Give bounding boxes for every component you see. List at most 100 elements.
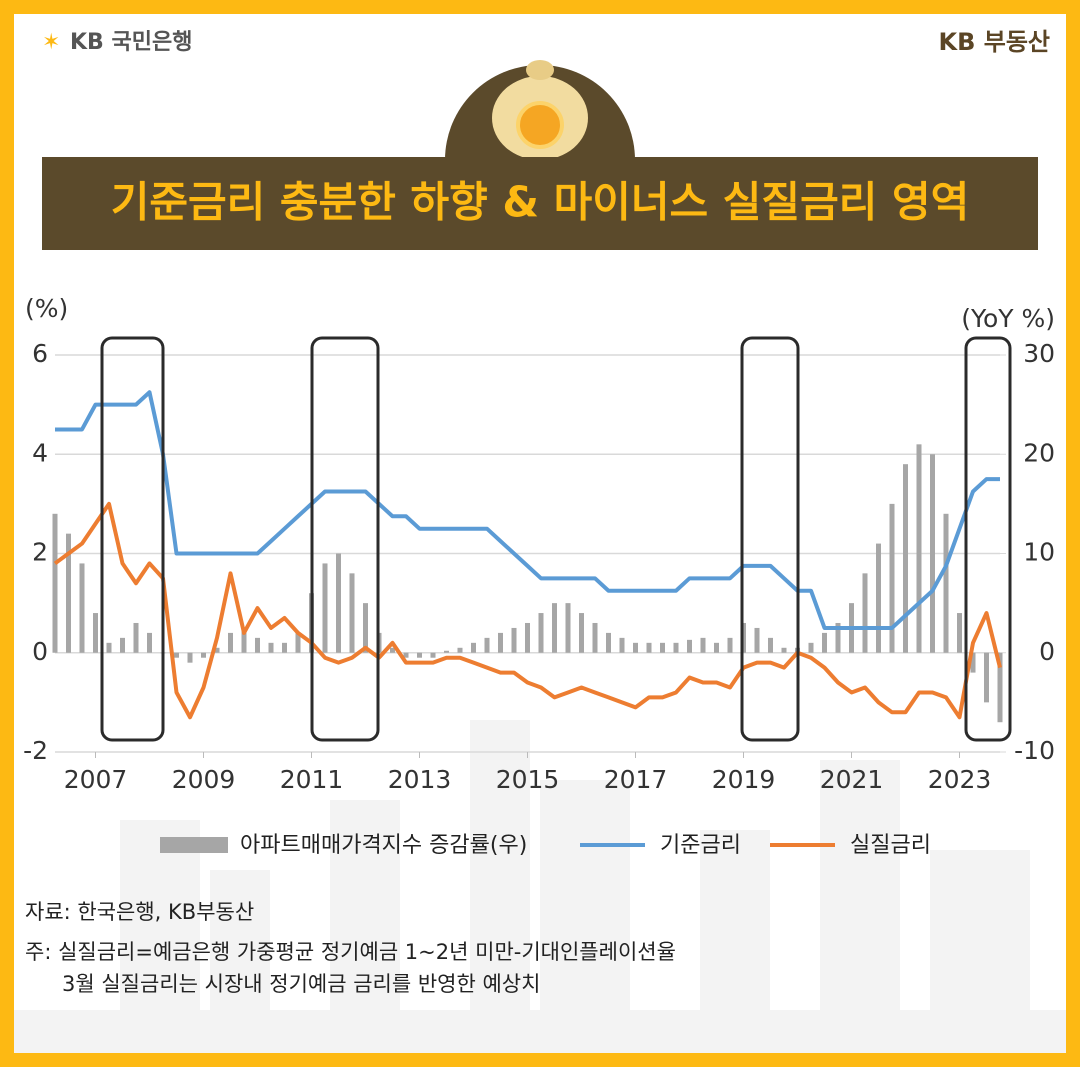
y-tick-label: 2	[32, 538, 48, 567]
bar	[147, 632, 152, 653]
y-axis-label: (%)	[25, 294, 68, 323]
right-logo: KB 부동산	[939, 28, 1051, 56]
bar	[538, 613, 544, 653]
logo-mark: ✶	[42, 30, 60, 55]
legend-label: 기준금리	[660, 833, 741, 858]
x-tick-label: 2021	[820, 765, 884, 794]
bar	[66, 533, 71, 653]
coin	[516, 101, 564, 149]
bar	[174, 652, 179, 658]
bar	[133, 622, 139, 653]
note: 3월 실질금리는 시장내 정기예금 금리를 반영한 예상치	[62, 972, 540, 996]
x-tick-label: 2009	[172, 765, 236, 794]
x-tick-label: 2013	[388, 765, 452, 794]
bar	[295, 632, 301, 653]
bar	[606, 632, 611, 653]
bar	[282, 642, 287, 653]
bar	[808, 642, 814, 653]
bar	[673, 642, 679, 653]
y-tick-label: 6	[32, 339, 48, 368]
y-tick-label: 4	[32, 438, 48, 467]
legend-swatch	[160, 837, 228, 853]
bar	[471, 642, 476, 653]
note: 주: 실질금리=예금은행 가중평균 정기예금 1~2년 미만-기대인플레이션율	[25, 940, 676, 964]
bar	[660, 642, 665, 653]
bar	[106, 642, 112, 653]
chart-title: 기준금리 충분한 하향 & 마이너스 실질금리 영역	[111, 178, 970, 227]
bar	[255, 637, 260, 653]
bar	[52, 513, 58, 653]
y2-tick-label: 30	[1023, 339, 1055, 368]
bar	[484, 637, 490, 653]
bar	[889, 503, 895, 653]
bar	[984, 652, 989, 703]
bar	[120, 637, 125, 653]
bar	[79, 563, 85, 653]
y2-tick-label: 20	[1023, 438, 1055, 467]
line	[55, 390, 1000, 630]
bar	[579, 613, 584, 653]
bar	[768, 637, 773, 653]
bag-knot	[526, 60, 554, 80]
bar	[727, 637, 733, 653]
x-tick-label: 2011	[280, 765, 344, 794]
bar	[430, 652, 436, 658]
bar	[403, 652, 409, 658]
bar	[214, 647, 220, 653]
x-tick-label: 2017	[604, 765, 668, 794]
bar	[201, 652, 206, 658]
bar	[943, 513, 949, 653]
x-tick-label: 2023	[928, 765, 992, 794]
bar	[781, 647, 787, 653]
bar	[876, 543, 881, 653]
bar	[916, 444, 922, 653]
bar	[592, 622, 598, 653]
bar	[646, 642, 652, 653]
bar	[457, 647, 463, 653]
title-banner	[42, 157, 1038, 250]
bar	[997, 652, 1003, 723]
bar	[417, 652, 422, 658]
bar	[363, 603, 368, 653]
y2-tick-label: 10	[1023, 538, 1055, 567]
left-logo: KB 국민은행	[70, 30, 192, 55]
plot	[52, 354, 1006, 758]
bar	[930, 454, 935, 653]
y2-tick-label: -10	[1014, 736, 1055, 765]
bar	[187, 652, 193, 663]
bar	[498, 632, 503, 653]
bar	[903, 464, 908, 653]
line	[53, 501, 1002, 720]
x-tick-label: 2015	[496, 765, 560, 794]
highlight-boxes	[100, 336, 1012, 742]
bar	[565, 603, 571, 653]
bar	[633, 642, 638, 653]
x-tick-label: 2007	[64, 765, 128, 794]
bar	[93, 613, 98, 653]
bar	[957, 613, 962, 653]
legend-label: 실질금리	[850, 833, 931, 858]
bar	[714, 642, 719, 653]
legend-label: 아파트매매가격지수 증감률(우)	[240, 833, 527, 858]
x-tick-label: 2019	[712, 765, 776, 794]
bar	[322, 563, 328, 653]
bar	[970, 652, 976, 673]
bar	[444, 650, 449, 653]
city-background	[14, 720, 1066, 1053]
bar	[228, 632, 233, 653]
bar	[349, 573, 355, 653]
bar	[822, 632, 827, 653]
bar	[241, 627, 247, 653]
bar	[511, 627, 517, 653]
bar	[390, 647, 395, 653]
bar	[552, 603, 557, 653]
y-tick-label: -2	[23, 736, 48, 765]
bar	[754, 627, 760, 653]
bar	[268, 642, 274, 653]
bar	[619, 637, 625, 653]
bar	[525, 622, 530, 653]
bar	[862, 573, 868, 653]
y-tick-label: 0	[32, 637, 48, 666]
bar	[687, 639, 692, 653]
